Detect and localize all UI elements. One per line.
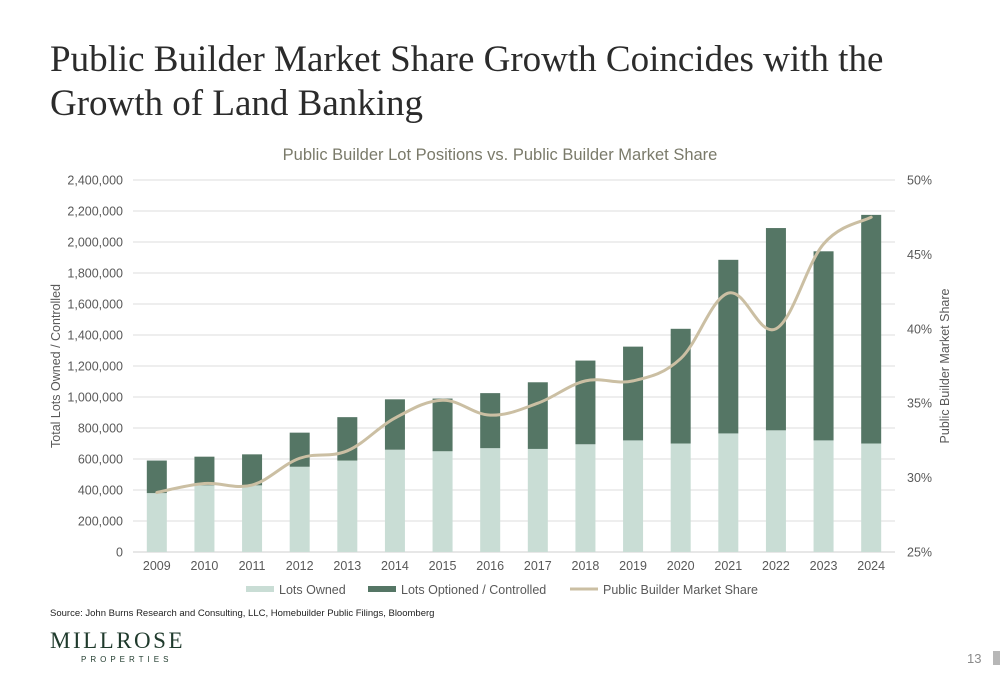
bar-lots-owned [384, 449, 405, 552]
x-tick-label: 2015 [429, 559, 457, 573]
y-axis-label: Total Lots Owned / Controlled [49, 284, 63, 448]
x-axis-ticks: 2009 2010 2011 2012 2013 2014 2015 2016 2017 2018… [143, 559, 885, 573]
bar-lots-optioned [527, 382, 548, 449]
millrose-logo: MILLROSE PROPERTIES [50, 628, 185, 664]
y-tick-label: 1,000,000 [67, 391, 123, 405]
legend-swatch-lots-owned [246, 586, 274, 592]
slide-title: Public Builder Market Share Growth Coinc… [50, 39, 884, 124]
bar-lots-owned [480, 448, 501, 552]
bar-lots-owned [670, 443, 691, 552]
lot-positions-market-share-chart: Public Builder Lot Positions vs. Public … [49, 146, 952, 597]
bar-lots-optioned [194, 456, 215, 486]
y2-tick-label: 25% [907, 546, 932, 560]
y-tick-label: 2,200,000 [67, 205, 123, 219]
y-tick-label: 400,000 [78, 484, 123, 498]
bar-lots-owned [813, 440, 834, 552]
bar-lots-optioned [480, 393, 501, 449]
y2-tick-label: 35% [907, 397, 932, 411]
bar-lots-optioned [670, 328, 691, 444]
y-tick-label: 800,000 [78, 422, 123, 436]
market-share-line [155, 215, 873, 494]
bar-lots-optioned [718, 259, 739, 434]
y2-axis-label: Public Builder Market Share [938, 288, 952, 443]
bar-lots-optioned [242, 454, 263, 486]
x-tick-label: 2022 [762, 559, 790, 573]
chart-title: Public Builder Lot Positions vs. Public … [283, 146, 718, 164]
y2-tick-label: 45% [907, 248, 932, 262]
y-tick-label: 1,200,000 [67, 360, 123, 374]
legend-label-lots-optioned: Lots Optioned / Controlled [401, 583, 546, 597]
bar-lots-optioned [384, 399, 405, 450]
bar-lots-owned [575, 444, 596, 552]
x-tick-label: 2018 [572, 559, 600, 573]
y-tick-label: 0 [116, 546, 123, 560]
y-tick-label: 2,400,000 [67, 174, 123, 188]
bar-lots-optioned [575, 360, 596, 445]
x-tick-label: 2017 [524, 559, 552, 573]
y-tick-label: 1,400,000 [67, 329, 123, 343]
y-tick-label: 2,000,000 [67, 236, 123, 250]
bar-lots-owned [765, 430, 786, 552]
logo-subtitle: PROPERTIES [81, 655, 173, 664]
bar-lots-owned [527, 448, 548, 552]
bar-lots-owned [194, 485, 215, 552]
y2-tick-label: 40% [907, 322, 932, 336]
bar-lots-owned [242, 485, 263, 552]
bar-lots-owned [432, 451, 453, 552]
bar-lots-optioned [623, 346, 644, 441]
x-tick-label: 2020 [667, 559, 695, 573]
x-tick-label: 2013 [333, 559, 361, 573]
x-tick-label: 2021 [714, 559, 742, 573]
left-axis-ticks: 0 200,000 400,000 600,000 800,000 1,000,000 1,… [67, 174, 123, 560]
bar-lots-owned [861, 443, 882, 552]
page-number: 13 [967, 651, 982, 666]
x-tick-label: 2010 [191, 559, 219, 573]
x-tick-label: 2024 [857, 559, 885, 573]
bar-lots-optioned [146, 460, 167, 494]
y-tick-label: 600,000 [78, 453, 123, 467]
x-tick-label: 2011 [239, 559, 266, 573]
y-tick-label: 1,800,000 [67, 267, 123, 281]
x-tick-label: 2014 [381, 559, 409, 573]
y2-tick-label: 50% [907, 174, 932, 188]
page-tab-marker [993, 651, 1000, 665]
x-tick-label: 2009 [143, 559, 171, 573]
legend-label-lots-owned: Lots Owned [279, 583, 346, 597]
logo-wordmark: MILLROSE [50, 628, 185, 653]
bar-lots-owned [718, 433, 739, 552]
legend-swatch-lots-optioned [368, 586, 396, 592]
right-axis-ticks: 25% 30% 35% 40% 45% 50% [907, 174, 932, 560]
bar-lots-optioned [432, 398, 453, 452]
x-tick-label: 2012 [286, 559, 314, 573]
y2-tick-label: 30% [907, 471, 932, 485]
x-tick-label: 2023 [810, 559, 838, 573]
source-note: Source: John Burns Research and Consulti… [50, 608, 435, 619]
x-tick-label: 2016 [476, 559, 504, 573]
x-tick-label: 2019 [619, 559, 647, 573]
bar-lots-optioned [813, 251, 834, 441]
y-tick-label: 200,000 [78, 515, 123, 529]
bar-lots-owned [289, 466, 310, 552]
bar-lots-owned [623, 440, 644, 552]
chart-legend: Lots Owned Lots Optioned / Controlled Pu… [246, 583, 758, 597]
legend-label-market-share: Public Builder Market Share [603, 583, 758, 597]
bar-lots-owned [337, 460, 358, 552]
bar-lots-owned [146, 493, 167, 552]
y-tick-label: 1,600,000 [67, 298, 123, 312]
bar-lots-optioned [861, 214, 882, 444]
lots-owned-bars [146, 430, 882, 552]
